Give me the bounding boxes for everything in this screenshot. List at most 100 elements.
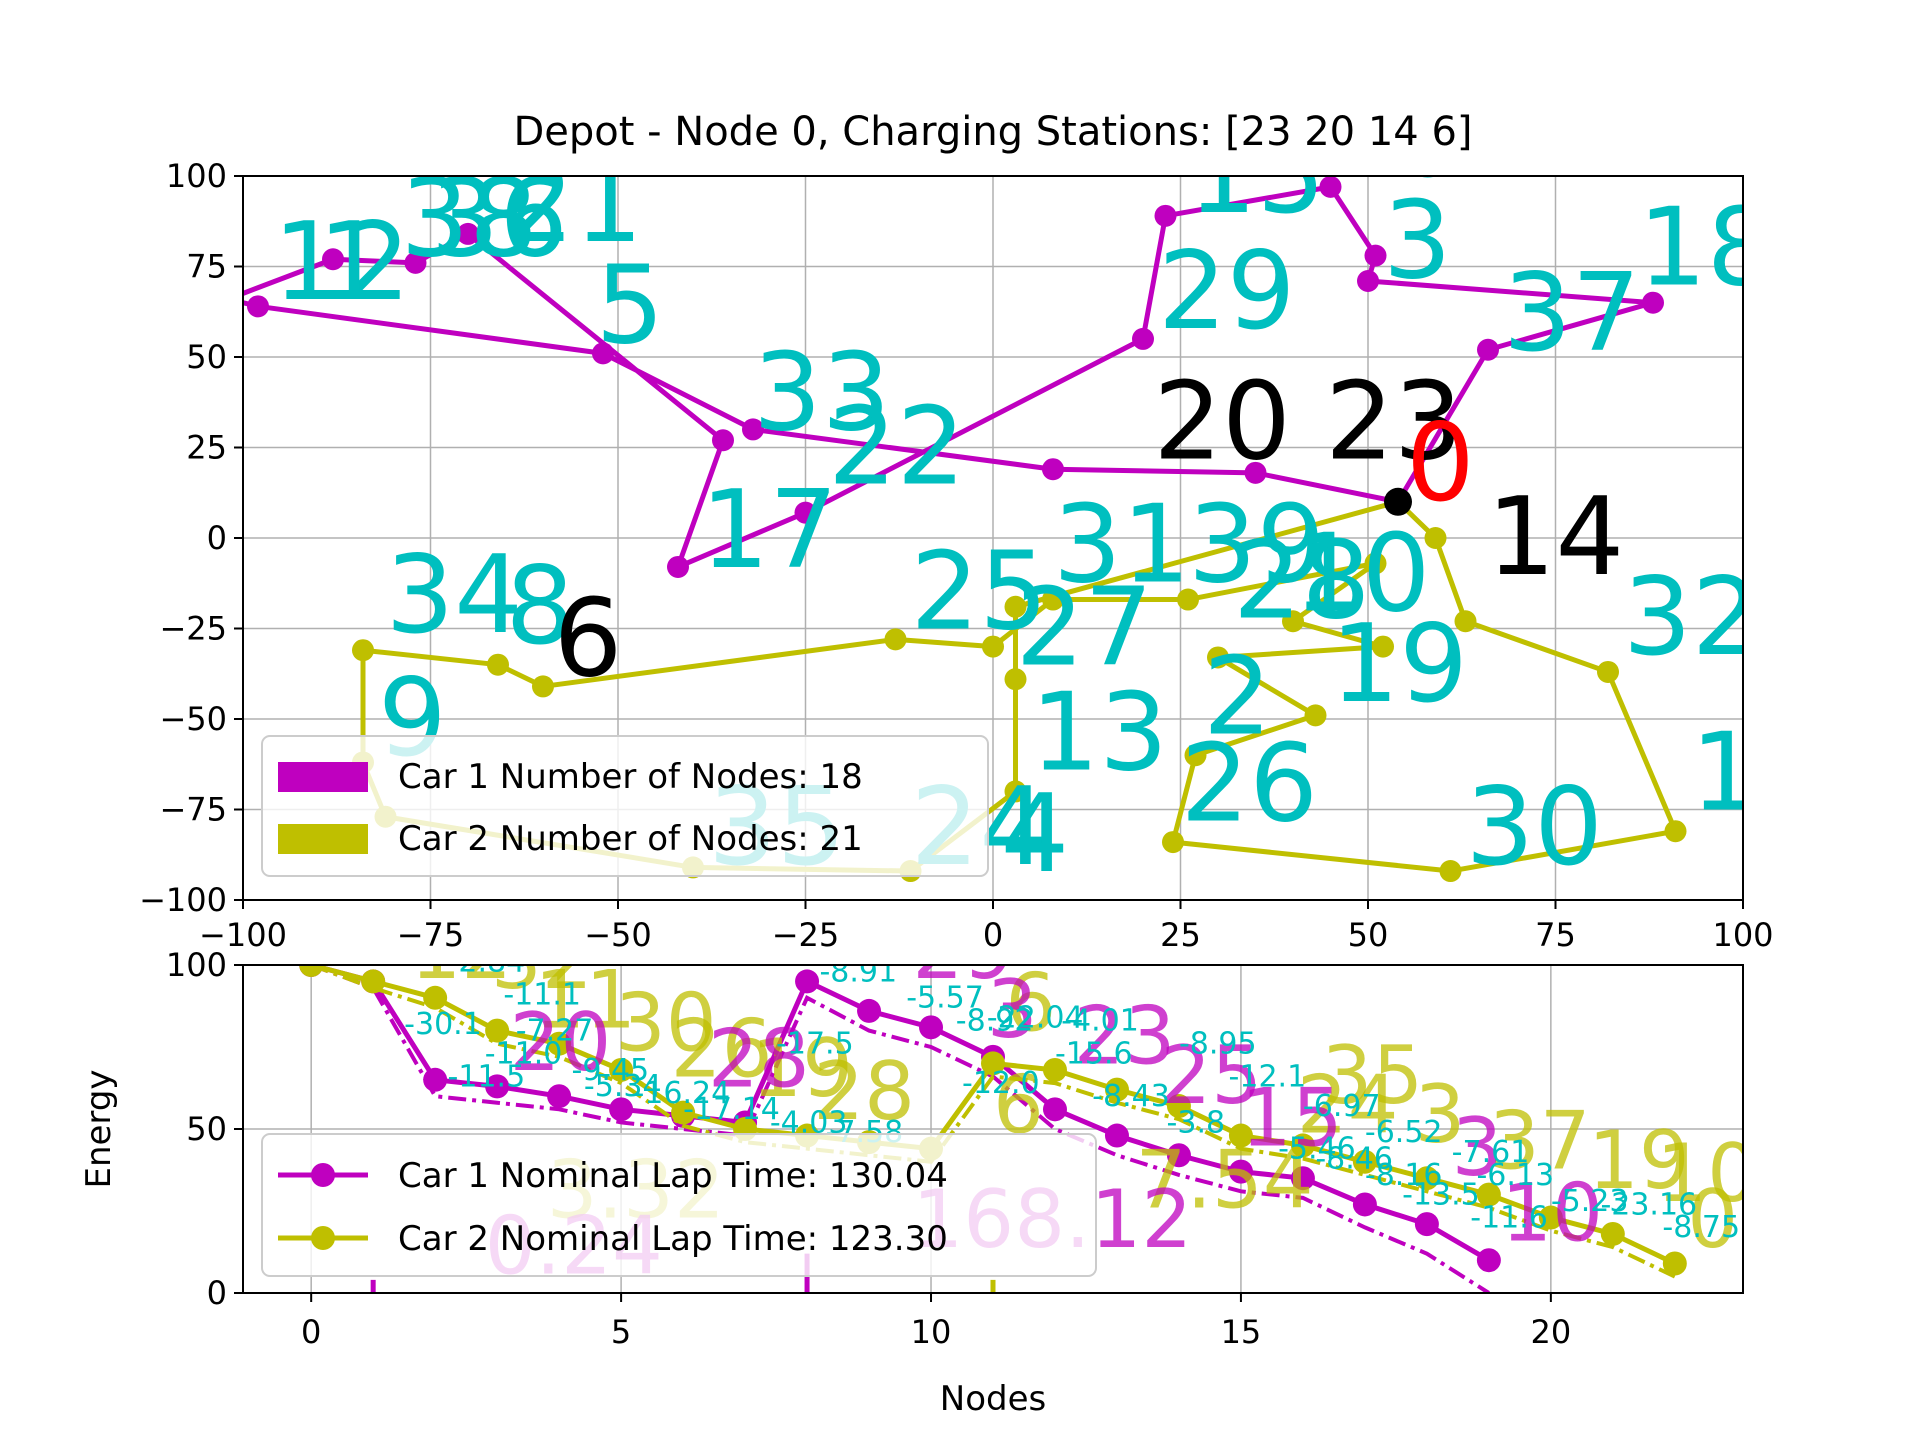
energy-point-car-1 [1352, 1192, 1377, 1217]
route-node-car-2 [1282, 610, 1304, 633]
node-label: 16 [1323, 77, 1460, 202]
energy-cost-label: -6.13 [1476, 1158, 1554, 1193]
energy-node-label: 3 [1452, 1101, 1503, 1194]
node-label: 15 [1188, 113, 1325, 238]
energy-node-label: 20 [510, 996, 612, 1089]
energy-cost-label: -17.14 [683, 1092, 780, 1127]
station-label: 20 23 [1153, 359, 1462, 484]
node-label: 4 [1001, 772, 1070, 897]
route-node-car-2 [1304, 704, 1327, 727]
route-node-car-2 [1364, 552, 1387, 575]
route-map-xtick-label: 100 [1712, 916, 1773, 954]
route-map-ytick-label: 75 [186, 248, 227, 286]
energy-legend-label: Car 2 Nominal Lap Time: 123.30 [398, 1219, 948, 1259]
route-node-car-1 [1364, 244, 1387, 267]
route-map-xtick-label: 50 [1348, 916, 1389, 954]
route-node-car-1 [404, 251, 427, 274]
route-map-ytick-label: 25 [186, 429, 227, 467]
energy-node-label: 20 [863, 884, 965, 977]
node-label: 38 [401, 157, 538, 282]
energy-point-car-1 [857, 998, 882, 1023]
route-node-car-2 [1004, 668, 1027, 691]
route-node-car-2 [487, 653, 509, 676]
route-map-xtick-label: 25 [1160, 916, 1201, 954]
energy-ytick-label: 50 [186, 1110, 227, 1148]
route-node-car-1 [1042, 458, 1064, 481]
node-label: 39 [1188, 482, 1325, 607]
route-map-ytick-label: 50 [186, 338, 227, 376]
energy-cost-label: -8.27 [404, 938, 482, 973]
node-label: 12 [273, 200, 410, 325]
energy-point-car-2 [1538, 1205, 1563, 1230]
energy-node-label: 12 [410, 904, 512, 997]
energy-point-car-1 [919, 1015, 944, 1040]
route-legend-swatch [278, 762, 368, 792]
route-node-car-1 [742, 418, 764, 441]
route-map-ytick-label: 0 [207, 519, 227, 557]
energy-point-car-1 [1166, 1143, 1191, 1168]
energy-point-car-1 [485, 1074, 510, 1099]
route-node-car-1 [1642, 291, 1664, 314]
route-node-car-2 [1372, 635, 1394, 658]
node-label: 10 [1293, 511, 1430, 636]
energy-ytick-label: 100 [166, 946, 227, 984]
node-label: 30 [1466, 765, 1603, 890]
energy-node-label: 28 [708, 1012, 810, 1105]
route-map-xtick-label: −25 [772, 916, 840, 954]
energy-node-label: 11 [534, 953, 636, 1046]
energy-xlabel: Nodes [940, 1379, 1046, 1419]
energy-xtick-label: 20 [1530, 1313, 1571, 1351]
energy-cost-label: -8.92 [956, 1004, 1034, 1039]
energy-cost-label: -8.46 [1315, 1141, 1393, 1176]
route-node-car-2 [1177, 588, 1199, 611]
route-map-ytick-label: −100 [139, 881, 227, 919]
route-map-xtick-label: −50 [584, 916, 652, 954]
energy-point-car-1 [1414, 1212, 1439, 1237]
energy-point-car-1 [795, 969, 820, 994]
route-legend-label: Car 1 Number of Nodes: 18 [398, 757, 863, 797]
energy-point-car-2 [361, 969, 386, 994]
route-node-car-1 [457, 222, 479, 245]
route-node-car-2 [532, 675, 554, 698]
energy-node-label: 28 [813, 1045, 915, 1138]
energy-legend-label: Car 1 Nominal Lap Time: 130.04 [398, 1156, 948, 1196]
node-label: 22 [828, 385, 965, 510]
node-label: 19 [1331, 602, 1468, 727]
route-legend-swatch [278, 824, 368, 854]
route-node-car-1 [592, 342, 614, 365]
node-label: 28 [1233, 519, 1370, 644]
energy-cost-label: -2.84 [448, 945, 526, 980]
energy-cost-label: -5.57 [906, 981, 984, 1016]
energy-xtick-label: 15 [1221, 1313, 1262, 1351]
energy-xtick-label: 10 [911, 1313, 952, 1351]
energy-point-car-1 [1104, 1123, 1129, 1148]
route-map-xtick-label: 75 [1535, 916, 1576, 954]
route-node-car-2 [1454, 610, 1477, 633]
route-node-car-1 [794, 501, 817, 524]
energy-cost-label: -6.97 [1303, 1089, 1381, 1124]
node-label: 5 [596, 244, 665, 369]
energy-node-label: 26 [671, 1003, 773, 1096]
energy-node-label: 19 [751, 1022, 853, 1115]
route-node-car-1 [712, 429, 734, 452]
energy-point-car-1 [1228, 1159, 1253, 1184]
energy-cost-label: -12.1 [1229, 1059, 1307, 1094]
node-label: 31 [1053, 482, 1190, 607]
route-legend-box [261, 735, 989, 877]
energy-point-car-2 [1228, 1123, 1253, 1148]
energy-point-car-1 [1290, 1166, 1315, 1191]
route-map-xtick-label: −75 [397, 916, 465, 954]
route-map-ticks: −100 −75 −50 −25 0 25 50 75 100−100−75−50−250255… [139, 157, 1773, 954]
energy-cost-label: -11.6 [1470, 1200, 1548, 1235]
energy-point-car-2 [981, 1051, 1005, 1076]
route-node-car-1 [217, 288, 239, 310]
node-label: 17 [701, 468, 838, 593]
energy-cost-label: -9.45 [572, 1053, 650, 1088]
route-map-plot: Depot - Node 0, Charging Stations: [23 2… [139, 77, 1773, 954]
energy-node-label: 25 [1160, 1029, 1262, 1122]
route-map-xtick-label: −100 [199, 916, 287, 954]
energy-legend-box [261, 1133, 1097, 1277]
energy-cost-label: -11.1 [503, 977, 581, 1012]
node-label: 29 [1158, 229, 1295, 354]
